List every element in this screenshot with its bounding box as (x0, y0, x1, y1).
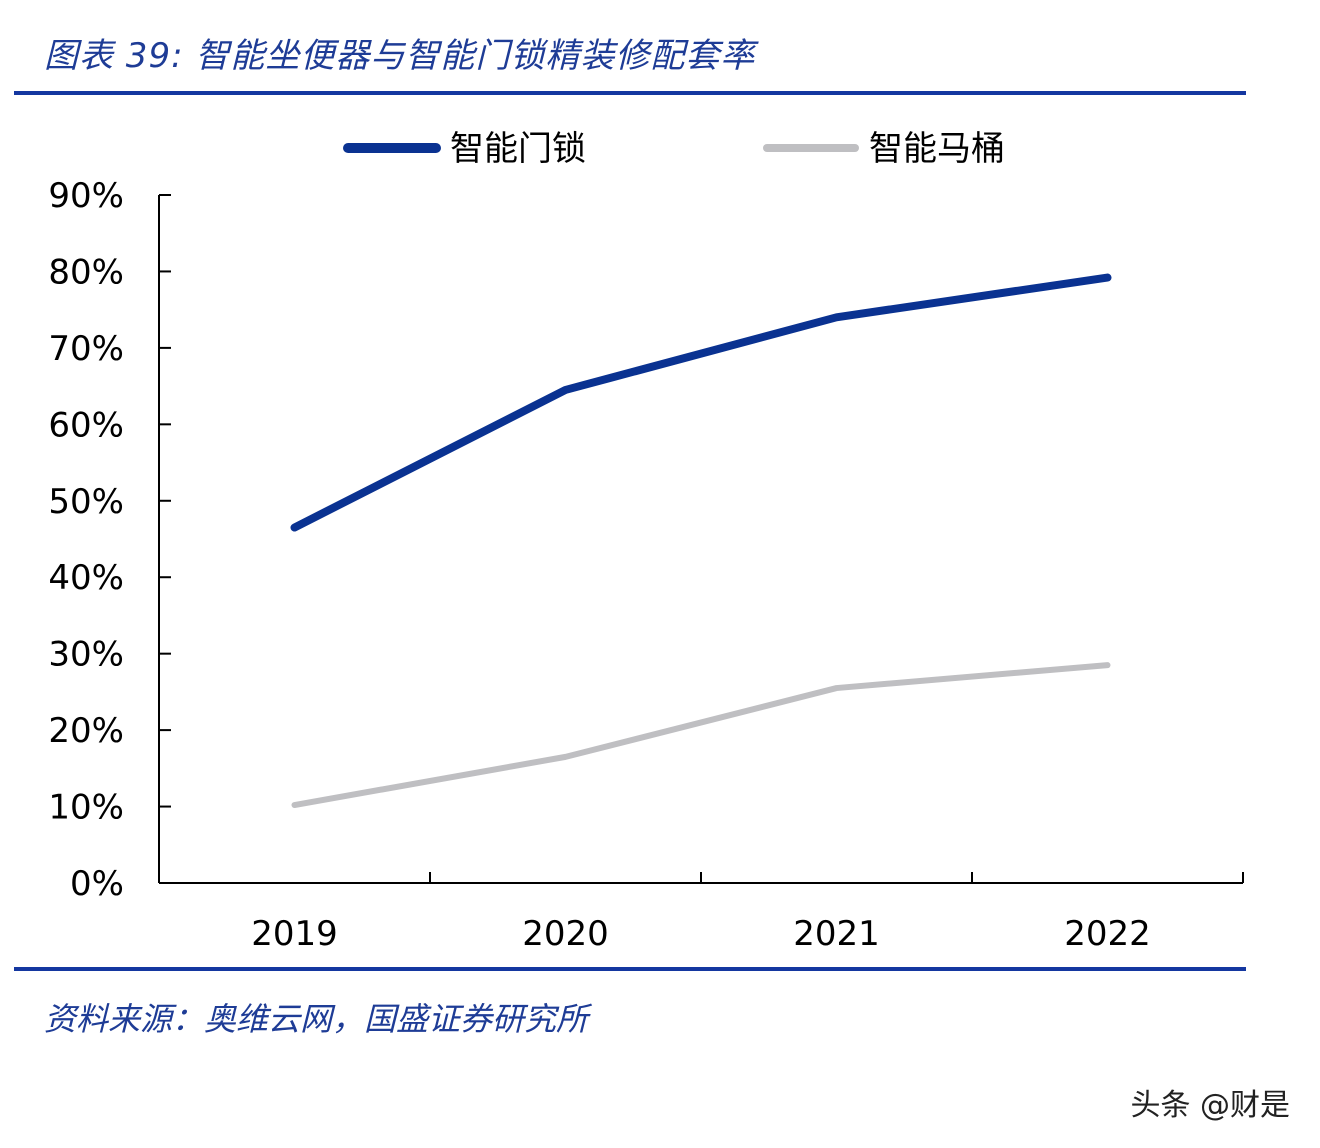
source-note: 资料来源：奥维云网，国盛证券研究所 (44, 1000, 589, 1038)
y-tick-label: 40% (48, 558, 124, 598)
chart-axes: 0% 10% 20% 30% 40% 50% 60% 70% 80% 90% 2019 2020 202… (48, 176, 1244, 954)
x-tick-label: 2019 (251, 914, 338, 954)
y-tick-label: 60% (48, 405, 124, 445)
footer-divider (14, 967, 1246, 971)
legend-label: 智能马桶 (869, 129, 1005, 169)
y-tick-label: 10% (48, 788, 124, 828)
y-tick-label: 70% (48, 329, 124, 369)
y-tick-label: 20% (48, 711, 124, 751)
series-line-smart-toilet (291, 662, 1111, 809)
chart-series (290, 273, 1112, 809)
y-tick-label: 80% (48, 252, 124, 292)
legend-label: 智能门锁 (450, 129, 586, 169)
y-tick-label: 50% (48, 482, 124, 522)
y-tick-label: 90% (48, 176, 124, 216)
x-tick-label: 2020 (522, 914, 609, 954)
chart-legend: 智能门锁 智能马桶 (343, 129, 1005, 169)
series-line-smart-lock (290, 273, 1112, 532)
line-chart: 智能门锁 智能马桶 0% 10% 20% 30% 40% 50% 60% 70% 80% 90% 20… (48, 129, 1244, 954)
watermark: 头条 @财是 (1130, 1088, 1290, 1123)
x-tick-label: 2022 (1064, 914, 1151, 954)
y-tick-label: 30% (48, 635, 124, 675)
header-divider (14, 91, 1246, 95)
x-tick-label: 2021 (793, 914, 880, 954)
y-tick-label: 0% (70, 864, 124, 904)
figure-title: 图表 39: 智能坐便器与智能门锁精装修配套率 (44, 36, 756, 76)
